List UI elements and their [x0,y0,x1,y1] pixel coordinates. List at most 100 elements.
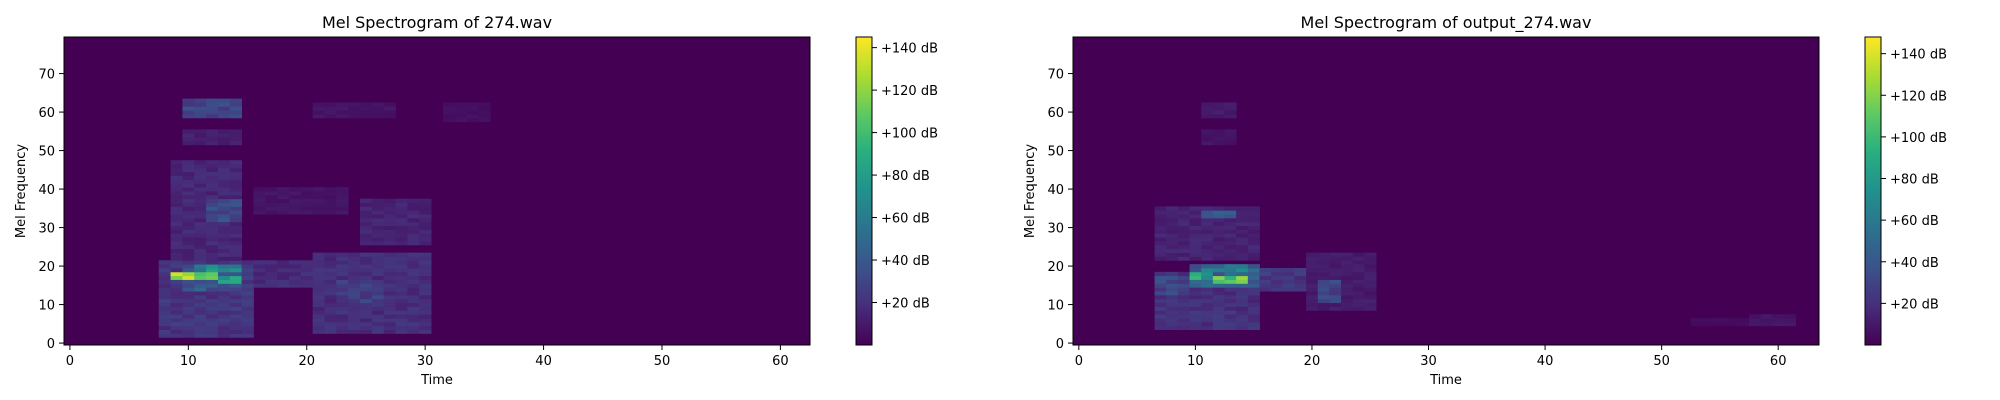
heatmap-cell [1271,283,1284,288]
heatmap-cell [1247,248,1260,253]
heatmap-cell [206,291,219,296]
heatmap-cell [229,217,243,223]
heatmap-cell [229,171,243,176]
heatmap-cell [1317,256,1330,261]
x-tick-label: 20 [1304,354,1321,369]
heatmap-cell [348,298,361,304]
heatmap-cell [229,167,243,173]
heatmap-cell [1189,268,1202,273]
heatmap-cell [312,114,325,119]
heatmap-cell [1224,287,1237,292]
heatmap-cell [229,256,243,261]
heatmap-cell [1189,321,1202,327]
heatmap-cell [241,287,254,292]
heatmap-cell [170,244,183,250]
heatmap-cell [1212,318,1225,323]
heatmap-cell [1236,318,1249,323]
heatmap-cell [182,318,195,323]
heatmap-cell [1177,321,1190,327]
heatmap-cell [1201,298,1214,304]
heatmap-cell [300,260,314,265]
heatmap-cell [1224,129,1237,134]
heatmap-cell [229,260,243,265]
heatmap-cell [1317,306,1330,311]
heatmap-cell [182,283,195,288]
heatmap-cell [1166,256,1179,261]
heatmap-cell [1201,248,1214,253]
heatmap-cell [194,314,207,319]
heatmap-cell [206,237,219,242]
heatmap-cell [407,298,420,304]
heatmap-cell [1294,287,1307,292]
heatmap-cell [1166,283,1179,288]
heatmap-cell [170,194,183,200]
heatmap-cell [229,214,243,219]
heatmap-cell [336,321,349,327]
heatmap-cell [1189,264,1202,269]
heatmap-cell [194,260,207,265]
heatmap-cell [1236,321,1249,327]
heatmap-cell [229,252,243,257]
colorbar-tick-label: +20 dB [881,297,930,312]
heatmap-cell [395,271,408,277]
heatmap-cell [194,140,207,146]
heatmap-cell [182,114,195,119]
heatmap-cell [1201,252,1214,257]
heatmap-cell [336,287,349,292]
heatmap-cell [407,221,420,227]
heatmap-cell [170,321,183,327]
heatmap-cell [241,291,254,296]
heatmap-cell [1189,314,1202,319]
heatmap-cell [383,225,396,230]
heatmap-cell [395,302,408,307]
heatmap-cell [1177,217,1190,223]
heatmap-cell [170,233,183,238]
heatmap-cell [1329,294,1342,300]
heatmap-cell [371,256,385,261]
heatmap-cell [348,110,361,115]
heatmap-cell [1212,225,1225,230]
heatmap-cell [407,241,420,246]
heatmap-cell [383,314,396,319]
heatmap-cell [229,248,243,253]
heatmap-cell [371,106,385,111]
heatmap-cell [324,202,337,207]
heatmap-cell [1189,306,1202,311]
heatmap-cell [206,314,219,319]
heatmap-cell [1177,214,1190,219]
heatmap-cell [1154,214,1167,219]
heatmap-cell [324,298,337,304]
heatmap-cell [300,210,314,215]
heatmap-cell [407,287,420,292]
heatmap-cell [170,164,183,169]
heatmap-cell [194,310,207,315]
heatmap-cell [1224,206,1237,211]
heatmap-cell [229,98,243,103]
heatmap-cell [206,175,219,180]
heatmap-cell [217,233,231,238]
heatmap-cell [1236,237,1249,242]
heatmap-cell [194,171,207,176]
heatmap-cell [395,252,408,257]
heatmap-cell [383,302,396,307]
heatmap-cell [206,260,219,265]
heatmap-cell [1282,268,1295,273]
y-tick-label: 0 [47,337,55,352]
spectrogram-panel-2: 0 10 20 30 40 50 60 0 10 20 30 40 50 60 70 Mel Spectrog… [1023,13,1947,388]
heatmap-cell [360,206,373,211]
heatmap-cell [371,264,385,269]
heatmap-cell [312,110,325,115]
heatmap-cell [360,260,373,265]
heatmap-cell [312,310,325,315]
heatmap-cell [1364,268,1377,273]
heatmap-cell [1212,210,1225,215]
heatmap-cell [395,206,408,211]
heatmap-cell [194,302,207,307]
heatmap-cell [395,214,408,219]
heatmap-cell [206,329,219,334]
heatmap-cell [170,167,183,173]
heatmap-cell [194,318,207,323]
heatmap-cell [348,294,361,300]
heatmap-cell [158,314,171,319]
heatmap-cell [1259,287,1272,292]
